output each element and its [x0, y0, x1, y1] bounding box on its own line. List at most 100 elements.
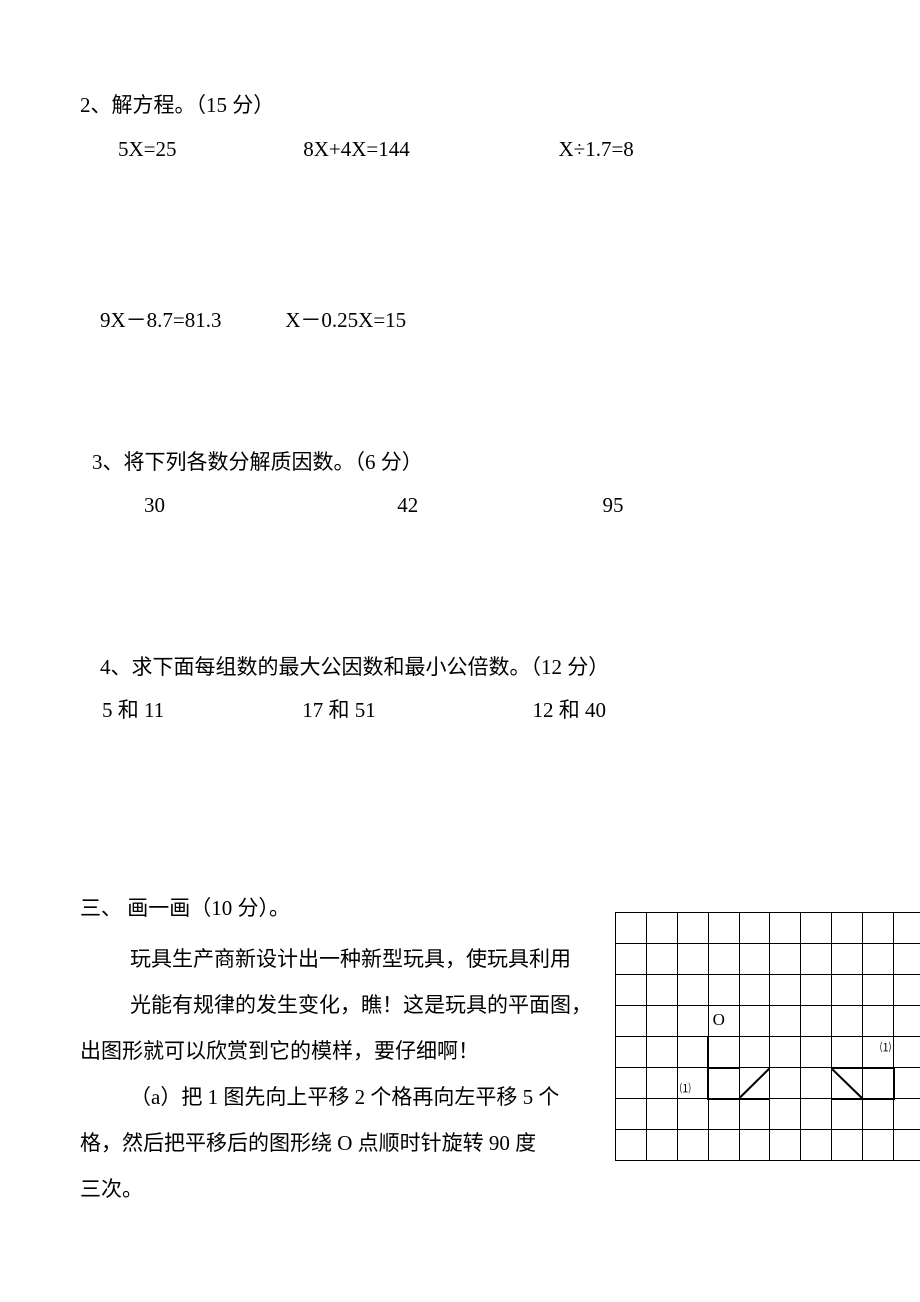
q2-eq-5: X－0.25X=15 [285, 305, 535, 337]
grid-cell [832, 944, 863, 975]
grid-cell [801, 913, 832, 944]
grid-cell [646, 913, 677, 944]
grid-cell [646, 1099, 677, 1130]
grid-cell [677, 1006, 708, 1037]
grid-cell [832, 1099, 863, 1130]
shape-label-2: ⑴ [880, 1039, 891, 1055]
grid-table: O ⑴ ⑴ [615, 912, 920, 1161]
grid-cell [801, 1037, 832, 1068]
section3-line3: 出图形就可以欣赏到它的模样，要仔细啊！ [80, 1028, 590, 1074]
grid-cell [863, 1099, 894, 1130]
section3-line1: 玩具生产商新设计出一种新型玩具，使玩具利用 [80, 936, 590, 982]
grid-cell [677, 944, 708, 975]
q2-eq-3: X÷1.7=8 [559, 134, 634, 166]
grid-cell [739, 1130, 770, 1161]
q3-num-2: 42 [397, 490, 597, 522]
section3-line5: 格，然后把平移后的图形绕 O 点顺时针旋转 90 度 [80, 1120, 590, 1166]
shape-label-1: ⑴ [680, 1080, 691, 1096]
grid-cell [770, 1037, 801, 1068]
grid-cell: ⑴ [863, 1037, 894, 1068]
grid-cell [770, 913, 801, 944]
q4-groups-row: 5 和 11 17 和 51 12 和 40 [80, 695, 840, 727]
grid-cell [894, 913, 920, 944]
grid-cell [801, 1068, 832, 1099]
grid-cell [770, 1130, 801, 1161]
grid-cell [646, 1037, 677, 1068]
grid-cell [739, 1099, 770, 1130]
q2-heading: 2、解方程。（15 分） [80, 90, 840, 122]
grid-cell [894, 975, 920, 1006]
grid-cell [739, 1037, 770, 1068]
diagonal-line [832, 1069, 862, 1098]
grid-cell [863, 944, 894, 975]
section3-line2: 光能有规律的发生变化，瞧！这是玩具的平面图， [80, 982, 600, 1028]
grid-cell [832, 1037, 863, 1068]
grid-cell [646, 975, 677, 1006]
grid-cell [801, 975, 832, 1006]
grid-diagram: O ⑴ ⑴ [615, 912, 920, 1161]
grid-cell [616, 913, 647, 944]
grid-cell [646, 1068, 677, 1099]
grid-cell [894, 1130, 920, 1161]
grid-cell [677, 975, 708, 1006]
section3-line4: （a）把 1 图先向上平移 2 个格再向左平移 5 个 [80, 1074, 590, 1120]
grid-cell [616, 1130, 647, 1161]
q3-numbers-row: 30 42 95 [80, 490, 840, 522]
grid-cell [616, 1006, 647, 1037]
grid-cell [677, 1130, 708, 1161]
grid-cell [863, 975, 894, 1006]
grid-cell [646, 1006, 677, 1037]
grid-cell [616, 944, 647, 975]
grid-cell [801, 1006, 832, 1037]
grid-cell [708, 1130, 739, 1161]
grid-cell [616, 1037, 647, 1068]
grid-cell [708, 1037, 739, 1068]
grid-cell [770, 975, 801, 1006]
q4-heading: 4、求下面每组数的最大公因数和最小公倍数。（12 分） [80, 652, 840, 684]
grid-cell [739, 975, 770, 1006]
q3-num-3: 95 [603, 490, 624, 522]
grid-cell [677, 913, 708, 944]
grid-cell [708, 944, 739, 975]
grid-cell [832, 1006, 863, 1037]
o-label: O [713, 1010, 725, 1030]
grid-cell [801, 1099, 832, 1130]
grid-cell [863, 1130, 894, 1161]
grid-cell [863, 1006, 894, 1037]
grid-cell [616, 975, 647, 1006]
grid-cell [770, 944, 801, 975]
grid-cell [739, 913, 770, 944]
grid-cell [646, 1130, 677, 1161]
grid-cell [894, 1099, 920, 1130]
diagonal-line [740, 1068, 770, 1098]
grid-cell [739, 1068, 770, 1099]
q3-num-1: 30 [144, 490, 392, 522]
grid-cell [894, 1068, 920, 1099]
grid-cell [616, 1099, 647, 1130]
grid-cell [739, 1006, 770, 1037]
grid-cell [894, 944, 920, 975]
grid-cell [708, 913, 739, 944]
grid-cell [832, 1068, 863, 1099]
grid-cell [801, 944, 832, 975]
q2-eq-4: 9X－8.7=81.3 [100, 305, 280, 337]
grid-cell [832, 975, 863, 1006]
grid-cell [894, 1006, 920, 1037]
grid-cell [677, 1037, 708, 1068]
grid-cell [770, 1006, 801, 1037]
grid-cell [894, 1037, 920, 1068]
q3-heading: 3、将下列各数分解质因数。（6 分） [80, 447, 840, 479]
grid-cell [677, 1099, 708, 1130]
q4-group-3: 12 和 40 [533, 695, 607, 727]
grid-cell [770, 1068, 801, 1099]
q2-equation-row-1: 5X=25 8X+4X=144 X÷1.7=8 [80, 134, 840, 166]
grid-cell [739, 944, 770, 975]
q2-eq-1: 5X=25 [118, 134, 298, 166]
grid-cell [832, 913, 863, 944]
grid-cell [863, 913, 894, 944]
q4-group-1: 5 和 11 [102, 695, 297, 727]
q2-equation-row-2: 9X－8.7=81.3 X－0.25X=15 [80, 305, 840, 337]
section3-line6: 三次。 [80, 1166, 590, 1212]
grid-cell [801, 1130, 832, 1161]
q4-group-2: 17 和 51 [302, 695, 527, 727]
